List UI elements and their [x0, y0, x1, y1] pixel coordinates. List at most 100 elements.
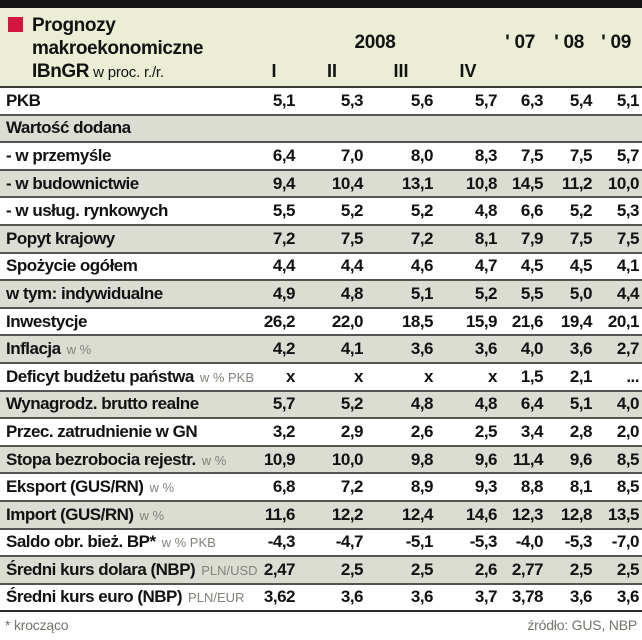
- row-label: PKB: [6, 90, 41, 110]
- value-cell: 3,4: [520, 421, 544, 441]
- value-cell: 4,6: [410, 256, 434, 276]
- row-label: Import (GUS/RN) w %: [6, 504, 165, 524]
- value-cell: 5,5: [272, 201, 296, 221]
- value-cell: 12,8: [560, 504, 593, 524]
- row-label: Popyt krajowy: [6, 228, 115, 248]
- value-cell: 2,6: [410, 421, 434, 441]
- value-cell: 5,3: [616, 201, 640, 221]
- row-unit: w % PKB: [199, 369, 254, 385]
- footnote: * krocząco: [5, 617, 69, 634]
- value-cell: -4,7: [335, 532, 364, 552]
- value-cell: 5,2: [340, 201, 364, 221]
- row-unit: w % PKB: [161, 535, 216, 551]
- row-label: Eksport (GUS/RN) w %: [6, 477, 175, 497]
- value-cell: 18,5: [401, 311, 434, 331]
- value-cell: 4,2: [272, 339, 296, 359]
- value-cell: 7,5: [340, 228, 364, 248]
- quarter-col-3: III: [393, 60, 409, 81]
- value-cell: 5,3: [340, 90, 364, 110]
- value-cell: 2,47: [263, 559, 296, 579]
- row-label: - w budownictwie: [6, 173, 139, 193]
- value-cell: -4,0: [515, 532, 544, 552]
- value-cell: 3,6: [569, 339, 593, 359]
- row-label: Przec. zatrudnienie w GN: [6, 421, 198, 441]
- value-cell: ...: [626, 366, 639, 386]
- value-cell: x: [354, 366, 363, 386]
- value-cell: 4,5: [520, 256, 544, 276]
- row-label: Wynagrodz. brutto realne: [6, 394, 199, 414]
- row-label: Deficyt budżetu państwa w % PKB: [6, 366, 254, 386]
- value-cell: 14,6: [465, 504, 498, 524]
- value-cell: 2,5: [616, 559, 640, 579]
- table-row: Średni kurs euro (NBP) PLN/EUR 3,62 3,6 3,6 3…: [0, 584, 642, 613]
- value-cell: 8,5: [616, 449, 640, 469]
- value-cell: 9,4: [272, 173, 296, 193]
- value-cell: 4,1: [616, 256, 640, 276]
- year-col-08: ' 08: [554, 32, 584, 53]
- value-cell: 7,2: [340, 477, 364, 497]
- value-cell: 20,1: [607, 311, 640, 331]
- table-row: - w usług. rynkowych 5,5 5,2 5,2 4,8 6,6 5,2 5,…: [0, 198, 642, 226]
- value-cell: 2,8: [569, 421, 593, 441]
- value-cell: 2,77: [511, 559, 544, 579]
- value-cell: 19,4: [560, 311, 593, 331]
- row-label: Stopa bezrobocia rejestr. w %: [6, 449, 227, 469]
- value-cell: 5,5: [520, 283, 544, 303]
- value-cell: 3,6: [616, 587, 640, 607]
- value-cell: 6,6: [520, 201, 544, 221]
- value-cell: 8,5: [616, 477, 640, 497]
- value-cell: 12,2: [331, 504, 364, 524]
- value-cell: 4,4: [616, 283, 640, 303]
- row-label: Spożycie ogółem: [6, 256, 138, 276]
- value-cell: 4,4: [340, 256, 364, 276]
- value-cell: 7,9: [520, 228, 544, 248]
- table-title: Prognozy makroekonomiczne IBnGR w proc. r…: [32, 14, 203, 86]
- value-cell: 1,5: [520, 366, 544, 386]
- row-label: Inflacja w %: [6, 339, 92, 359]
- row-unit: w %: [66, 342, 92, 358]
- red-square-icon: [8, 17, 23, 32]
- value-cell: 8,1: [569, 477, 593, 497]
- value-cell: 2,5: [474, 421, 498, 441]
- value-cell: 7,2: [272, 228, 296, 248]
- row-label: - w usług. rynkowych: [6, 201, 168, 221]
- value-cell: 11,4: [512, 449, 544, 469]
- table-row: Deficyt budżetu państwa w % PKB x x x x 1,5 2,1…: [0, 363, 642, 392]
- value-cell: x: [286, 366, 295, 386]
- value-cell: 22,0: [331, 311, 364, 331]
- value-cell: 2,5: [410, 559, 434, 579]
- value-cell: 5,7: [616, 145, 640, 165]
- value-cell: 3,7: [474, 587, 498, 607]
- value-cell: 2,1: [569, 366, 593, 386]
- value-cell: 5,7: [272, 394, 296, 414]
- table-row: - w przemyśle 6,4 7,0 8,0 8,3 7,5 7,5 5,7: [0, 143, 642, 171]
- value-cell: 12,4: [401, 504, 434, 524]
- table-row: - w budownictwie 9,4 10,4 13,1 10,8 14,5 11,2 1…: [0, 170, 642, 199]
- value-cell: 4,0: [616, 394, 640, 414]
- value-cell: -5,3: [469, 532, 498, 552]
- value-cell: 6,3: [520, 90, 544, 110]
- value-cell: -4,3: [267, 532, 296, 552]
- year-span-2008: 2008: [354, 32, 396, 53]
- value-cell: 10,8: [465, 173, 498, 193]
- value-cell: 13,1: [401, 173, 434, 193]
- table-footer: * krocząco źródło: GUS, NBP: [0, 612, 642, 640]
- row-label: - w przemyśle: [6, 145, 112, 165]
- value-cell: 6,4: [272, 145, 296, 165]
- value-cell: 3,78: [511, 587, 544, 607]
- value-cell: x: [488, 366, 497, 386]
- value-cell: 4,9: [272, 283, 296, 303]
- value-cell: 10,0: [607, 173, 640, 193]
- table-row: Średni kurs dolara (NBP) PLN/USD 2,47 2,5 2,…: [0, 557, 642, 585]
- value-cell: 5,4: [569, 90, 593, 110]
- value-cell: 4,8: [474, 201, 498, 221]
- table-row: Wartość dodana: [0, 115, 642, 144]
- value-cell: -5,1: [405, 532, 434, 552]
- value-cell: 21,6: [511, 311, 544, 331]
- table-row: Wynagrodz. brutto realne 5,7 5,2 4,8 4,8 6,4 5…: [0, 391, 642, 420]
- title-line1: Prognozy: [32, 15, 116, 36]
- year-col-09: ' 09: [601, 32, 631, 53]
- year-col-07: ' 07: [505, 32, 535, 53]
- value-cell: 7,2: [410, 228, 434, 248]
